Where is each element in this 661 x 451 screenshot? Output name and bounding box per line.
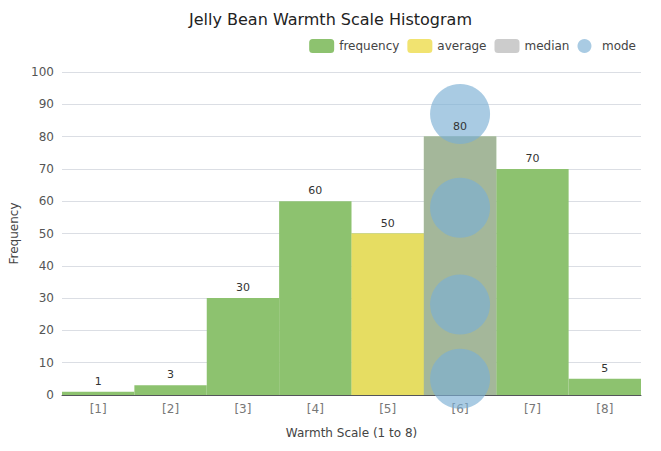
- svg-text:30: 30: [236, 281, 250, 294]
- svg-text:100: 100: [31, 65, 54, 79]
- svg-text:60: 60: [39, 194, 54, 208]
- svg-text:80: 80: [39, 130, 54, 144]
- svg-text:mode: mode: [602, 39, 636, 53]
- svg-text:60: 60: [308, 184, 322, 197]
- svg-text:10: 10: [39, 356, 54, 370]
- svg-text:5: 5: [601, 362, 608, 375]
- svg-text:20: 20: [39, 323, 54, 337]
- svg-text:30: 30: [39, 291, 54, 305]
- svg-text:[5]: [5]: [379, 402, 396, 416]
- svg-text:1: 1: [95, 375, 102, 388]
- svg-text:[2]: [2]: [162, 402, 179, 416]
- svg-text:[1]: [1]: [90, 402, 107, 416]
- svg-text:40: 40: [39, 259, 54, 273]
- svg-text:[3]: [3]: [234, 402, 251, 416]
- svg-text:3: 3: [167, 368, 174, 381]
- svg-text:[7]: [7]: [524, 402, 541, 416]
- svg-text:Warmth Scale (1 to 8): Warmth Scale (1 to 8): [286, 426, 417, 440]
- svg-text:[4]: [4]: [307, 402, 324, 416]
- svg-text:average: average: [437, 39, 486, 53]
- svg-text:frequency: frequency: [339, 39, 399, 53]
- svg-text:90: 90: [39, 97, 54, 111]
- svg-text:80: 80: [453, 120, 467, 133]
- svg-text:Jelly Bean Warmth Scale Histog: Jelly Bean Warmth Scale Histogram: [188, 10, 472, 29]
- svg-text:Frequency: Frequency: [7, 203, 21, 265]
- svg-text:50: 50: [39, 227, 54, 241]
- svg-text:0: 0: [46, 388, 54, 402]
- svg-text:median: median: [524, 39, 569, 53]
- svg-text:70: 70: [39, 162, 54, 176]
- svg-text:[8]: [8]: [596, 402, 613, 416]
- svg-text:50: 50: [381, 217, 395, 230]
- svg-text:[6]: [6]: [451, 402, 469, 416]
- svg-text:70: 70: [525, 152, 539, 165]
